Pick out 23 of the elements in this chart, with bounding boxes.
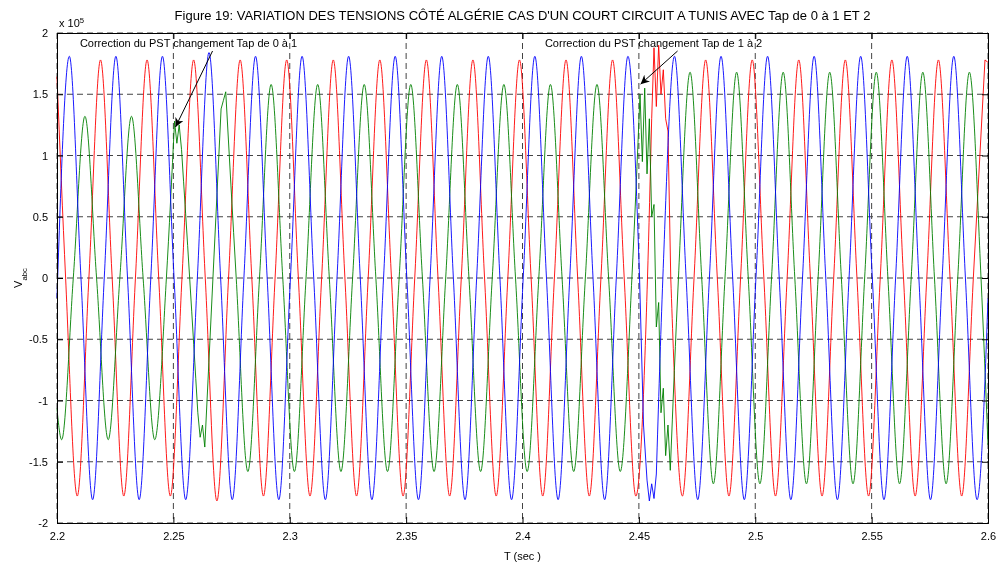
chart-title: Figure 19: VARIATION DES TENSIONS CÔTÉ ALGÉRIE CAS D'UN COURT CIRCUIT A TUNIS AVEC Tap de 0 à 1 ET 2 bbox=[174, 8, 871, 23]
y-tick-label: 1 bbox=[41, 149, 48, 162]
x-tick-label: 2.35 bbox=[395, 529, 418, 542]
x-tick-label: 2.2 bbox=[49, 529, 66, 542]
x-tick-label: 2.3 bbox=[282, 529, 298, 542]
annotation: Correction du PST changement Tap de 0 à 1 bbox=[79, 37, 298, 49]
x-tick-label: 2.25 bbox=[163, 529, 185, 542]
x-tick-label: 2.45 bbox=[628, 529, 651, 542]
y-tick-label: 1.5 bbox=[32, 88, 48, 101]
x-axis-title: T (sec ) bbox=[503, 550, 542, 562]
x-tick-label: 2.5 bbox=[748, 529, 764, 542]
annotation: Correction du PST changement Tap de 1 à 2 bbox=[544, 37, 763, 49]
y-tick-label: 2 bbox=[41, 27, 48, 40]
x-tick-label: 2.6 bbox=[980, 529, 997, 542]
x-tick-label: 2.55 bbox=[861, 529, 883, 542]
y-tick-label: -1.5 bbox=[29, 455, 48, 468]
y-tick-label: -1 bbox=[38, 394, 48, 407]
y-tick-label: -2 bbox=[38, 517, 48, 530]
y-tick-label: -0.5 bbox=[29, 333, 48, 346]
y-tick-label: 0.5 bbox=[32, 210, 48, 223]
y-tick-label: 0 bbox=[41, 272, 48, 285]
text: x 10$^{5}$ bbox=[59, 15, 85, 29]
x-tick-label: 2.4 bbox=[515, 529, 531, 542]
